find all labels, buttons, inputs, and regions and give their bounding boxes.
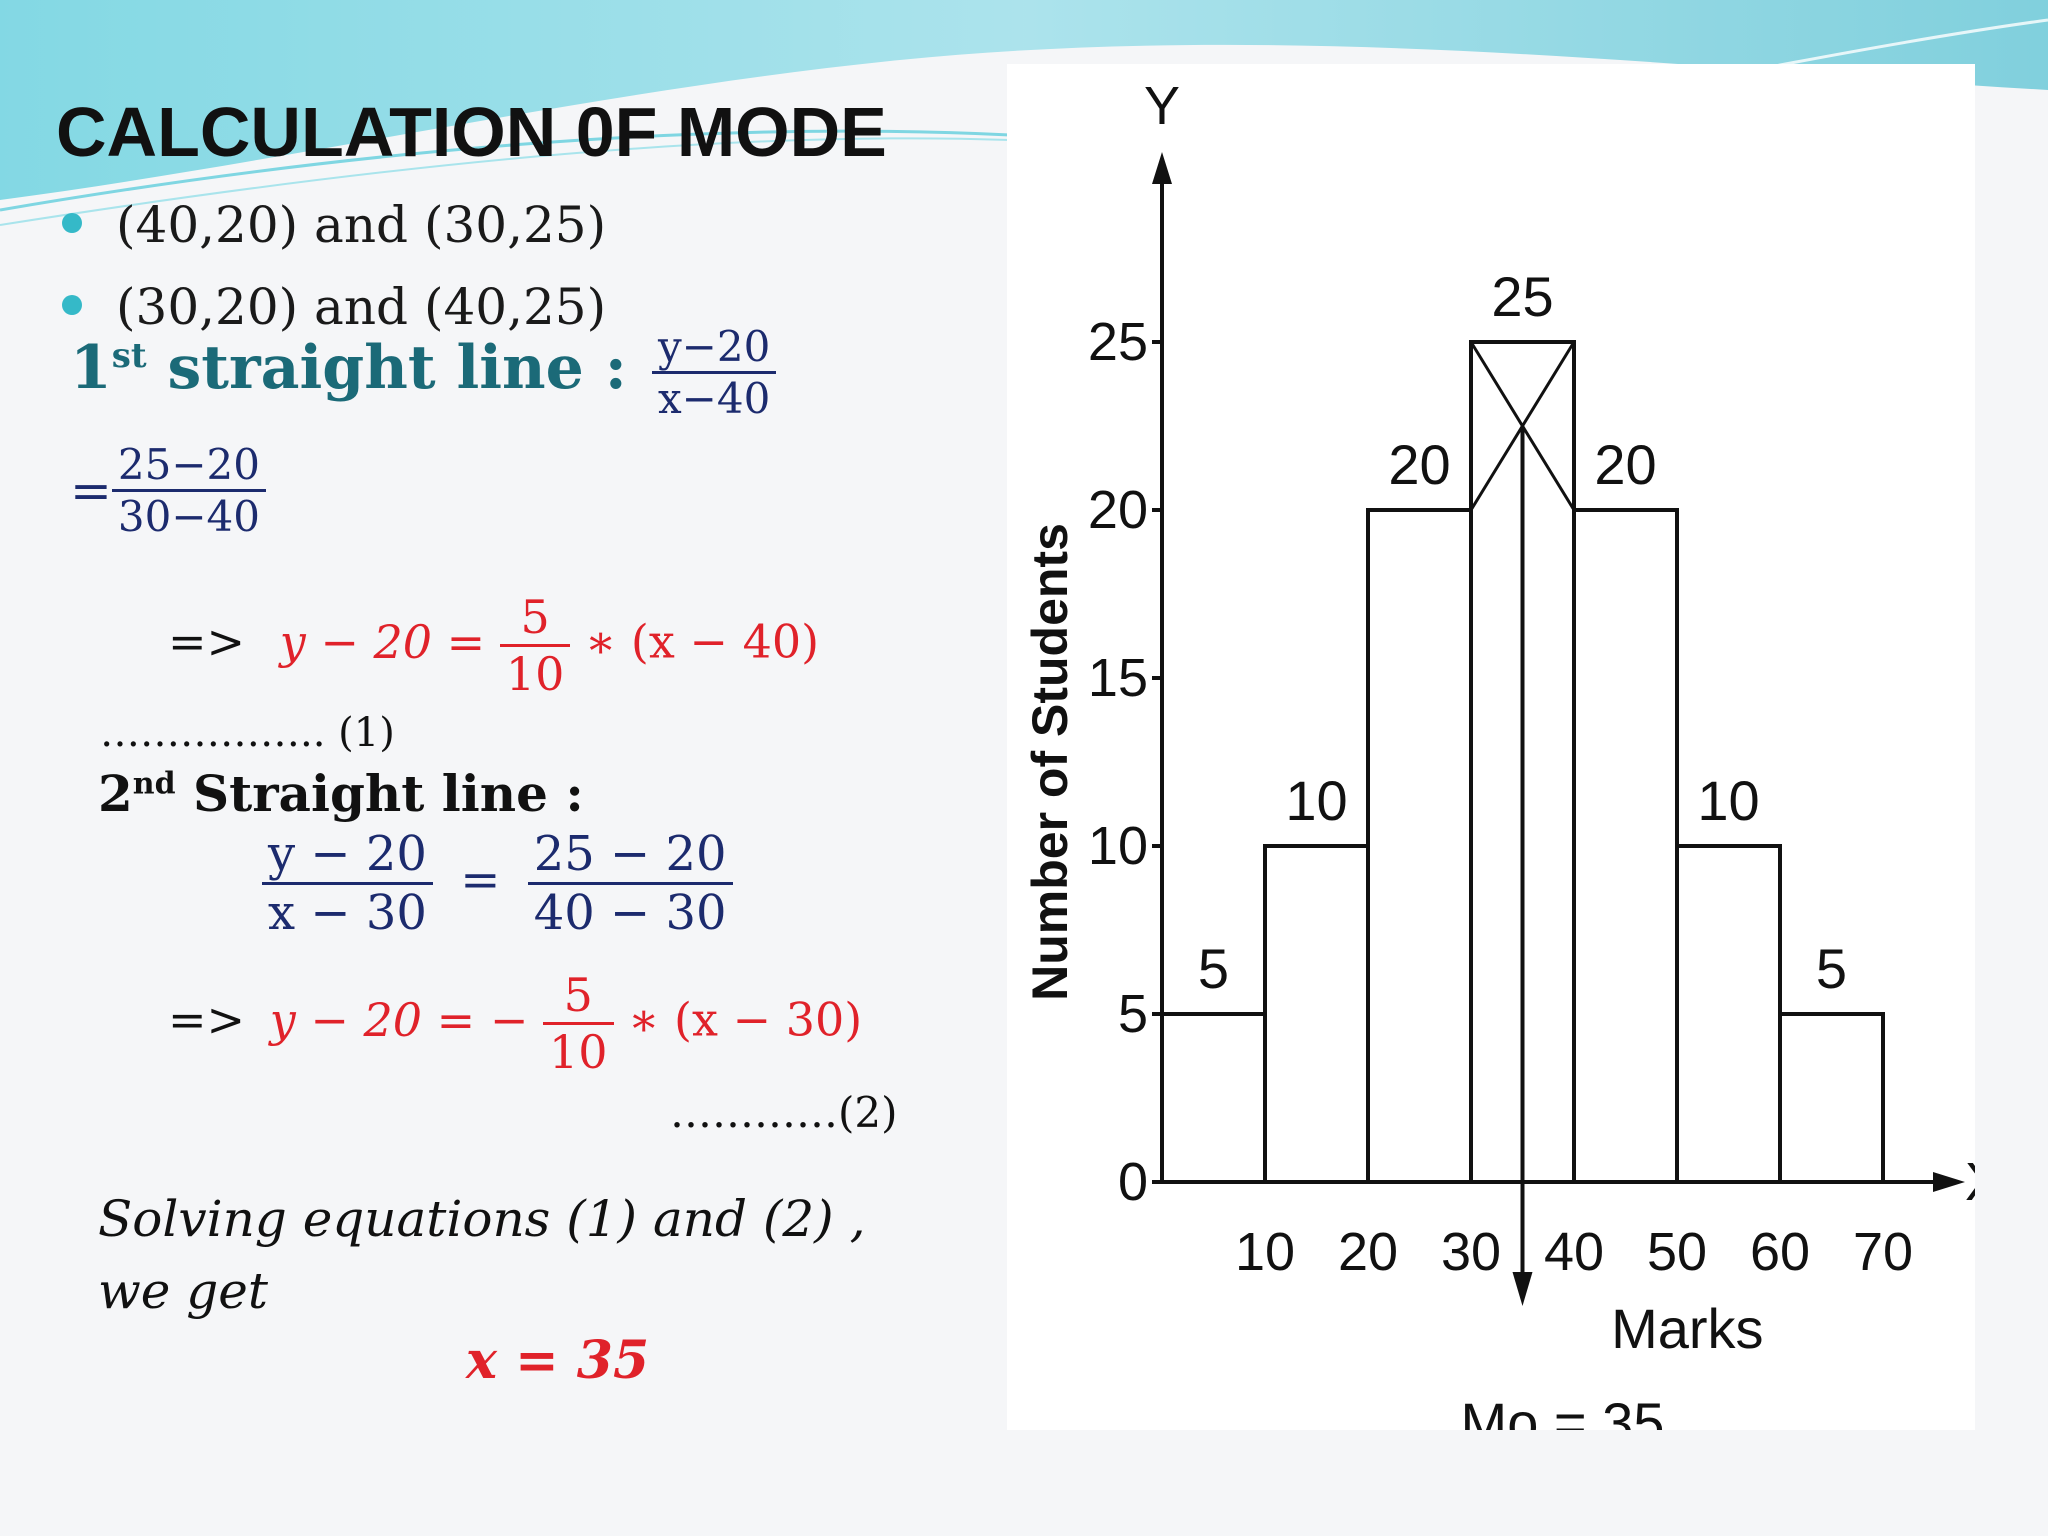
y-tick-label: 15 xyxy=(1088,648,1148,708)
y-tick-label: 5 xyxy=(1118,984,1148,1044)
first-line-rhs-fraction: 25−20 30−40 xyxy=(111,440,266,541)
x-axis-title: Marks xyxy=(1611,1297,1763,1360)
x-tick-label: 20 xyxy=(1338,1222,1398,1282)
solving-text: Solving equations (1) and (2) , xyxy=(98,1190,866,1248)
equation-1: => y − 20 = 5 10 ∗ (x − 40) xyxy=(168,590,819,701)
slide-title: CALCULATION 0F MODE xyxy=(56,93,887,171)
x-tick-label: 50 xyxy=(1647,1222,1707,1282)
y-tick-label: 10 xyxy=(1088,816,1148,876)
equation-2-reference: …………(2) xyxy=(670,1088,898,1137)
ordinal-suffix: nd xyxy=(132,766,176,802)
x-axis-letter: X xyxy=(1965,1152,1975,1212)
equation-lhs: y − 20 = xyxy=(279,614,486,669)
fraction-numerator: y−20 xyxy=(651,322,777,374)
equation-fraction: 5 10 xyxy=(499,590,571,701)
bar-value-label: 10 xyxy=(1697,769,1759,832)
bar-value-label: 5 xyxy=(1198,937,1229,1000)
fraction-denominator: x−40 xyxy=(657,374,771,423)
bar-value-label: 10 xyxy=(1285,769,1347,832)
bullet-item: (30,20) and (40,25) xyxy=(62,278,606,336)
heading-label: straight line : xyxy=(146,333,627,404)
we-get-text: we get xyxy=(98,1262,268,1320)
fraction-numerator: 25−20 xyxy=(111,440,266,492)
bar-value-label: 25 xyxy=(1491,265,1553,328)
mode-arrow-icon xyxy=(1512,1272,1533,1306)
equation-rhs: ∗ (x − 40) xyxy=(585,614,820,669)
ordinal-number: 1 xyxy=(70,333,112,404)
equals-sign: = xyxy=(70,461,112,520)
equation-lhs: y − 20 = − xyxy=(269,992,529,1047)
x-tick-label: 30 xyxy=(1441,1222,1501,1282)
equals-sign: = xyxy=(460,852,501,908)
fraction-denominator: 10 xyxy=(505,647,565,701)
equation-1-reference: …………….. (1) xyxy=(100,710,395,756)
bullet-text: (30,20) and (40,25) xyxy=(116,278,607,336)
equation-fraction: 5 10 xyxy=(542,968,614,1079)
fraction-numerator: y − 20 xyxy=(262,826,433,885)
bar-value-label: 5 xyxy=(1816,937,1847,1000)
first-line-heading: 1st straight line : y−20 x−40 xyxy=(70,322,777,423)
y-tick-label: 20 xyxy=(1088,480,1148,540)
bullet-dot-icon xyxy=(62,295,82,315)
second-line-rhs-fraction: 25 − 20 40 − 30 xyxy=(527,826,733,941)
mode-label: Mo = 35 xyxy=(1461,1391,1665,1430)
y-axis-letter: Y xyxy=(1144,76,1180,136)
equation-rhs: ∗ (x − 30) xyxy=(628,992,863,1047)
fraction-denominator: 10 xyxy=(548,1025,608,1079)
first-line-lhs-fraction: y−20 x−40 xyxy=(651,322,777,423)
fraction-denominator: 40 − 30 xyxy=(533,885,727,941)
bar-value-label: 20 xyxy=(1594,433,1656,496)
y-axis-title: Number of Students xyxy=(1022,523,1078,1001)
mode-histogram: 5 10 20 25 20 10 5 Y X 0 5 10 15 20 25 10 20 30 40 50 60 70 Nu… xyxy=(1007,64,1975,1430)
y-axis-arrow-icon xyxy=(1152,152,1172,184)
histogram-bar xyxy=(1572,508,1679,1184)
x-tick-label: 70 xyxy=(1853,1222,1913,1282)
bullet-text: (40,20) and (30,25) xyxy=(116,196,607,254)
fraction-denominator: x − 30 xyxy=(268,885,427,941)
histogram-bar xyxy=(1778,1012,1885,1184)
implies-arrow: => xyxy=(168,614,246,669)
x-axis-arrow-icon xyxy=(1933,1172,1965,1192)
second-line-heading: 2nd Straight line : xyxy=(98,764,584,823)
histogram-bar xyxy=(1675,844,1782,1184)
x-tick-label: 10 xyxy=(1235,1222,1295,1282)
bullet-dot-icon xyxy=(62,213,82,233)
ordinal-suffix: st xyxy=(111,336,147,377)
fraction-numerator: 25 − 20 xyxy=(527,826,733,885)
histogram-bar xyxy=(1263,844,1370,1184)
result-value: x = 35 xyxy=(466,1330,650,1391)
histogram-bar xyxy=(1366,508,1473,1184)
y-tick-label: 0 xyxy=(1118,1152,1148,1212)
x-tick-label: 60 xyxy=(1750,1222,1810,1282)
y-tick-label: 25 xyxy=(1088,312,1148,372)
second-line-equation: y − 20 x − 30 = 25 − 20 40 − 30 xyxy=(262,826,733,941)
fraction-numerator: 5 xyxy=(542,968,614,1025)
equation-2: => y − 20 = − 5 10 ∗ (x − 30) xyxy=(168,968,862,1079)
fraction-denominator: 30−40 xyxy=(117,492,260,541)
fraction-numerator: 5 xyxy=(499,590,571,647)
bar-value-label: 20 xyxy=(1388,433,1450,496)
histogram-bar xyxy=(1160,1012,1267,1184)
first-line-rhs: = 25−20 30−40 xyxy=(70,440,266,541)
bullet-item: (40,20) and (30,25) xyxy=(62,196,606,254)
ordinal-number: 2 xyxy=(98,764,133,823)
x-tick-label: 40 xyxy=(1544,1222,1604,1282)
second-line-lhs-fraction: y − 20 x − 30 xyxy=(262,826,433,941)
implies-arrow: => xyxy=(168,992,246,1047)
heading-label: Straight line : xyxy=(175,764,584,823)
